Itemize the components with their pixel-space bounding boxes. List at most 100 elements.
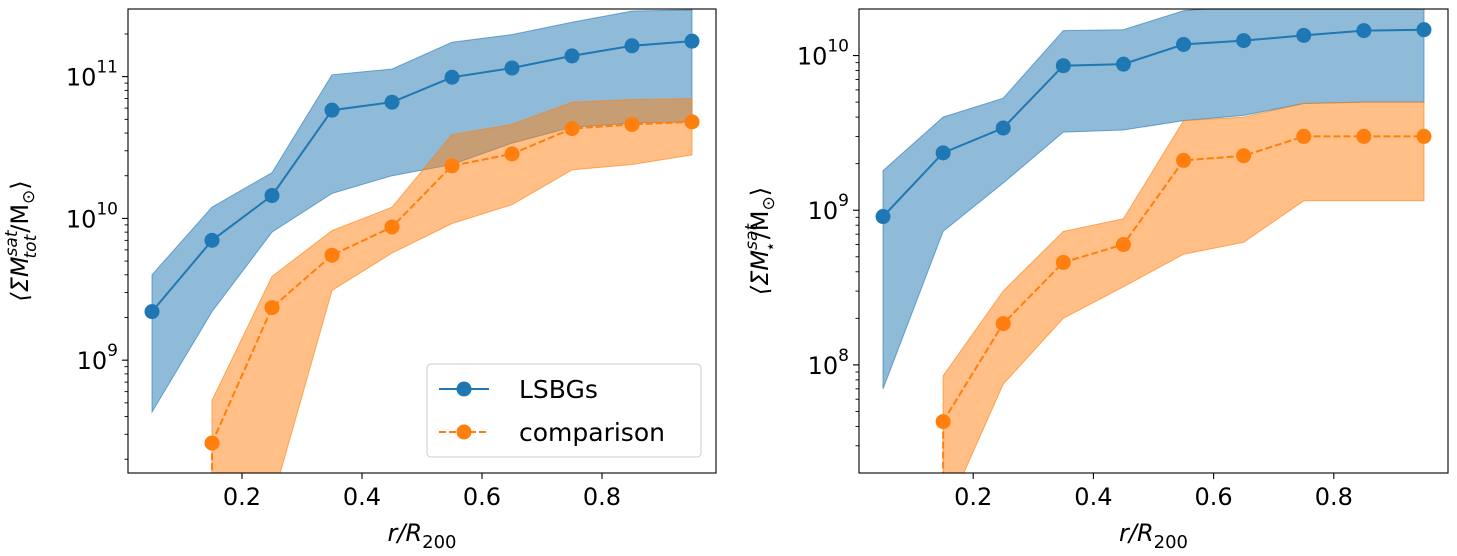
chart1-marker-lsbgs	[144, 304, 160, 320]
chart1-y-tick-label: 1011	[66, 58, 118, 92]
chart1-marker-comparison	[504, 146, 520, 162]
chart2-marker-comparison	[1296, 128, 1312, 144]
chart1-plot-area	[144, 9, 700, 473]
chart2-marker-lsbgs	[1296, 27, 1312, 43]
chart1-y-tick-label: 1010	[66, 199, 118, 233]
chart2-x-axis-label: r/R200	[1119, 519, 1188, 553]
chart1-marker-lsbgs	[504, 60, 520, 76]
chart2-y-label-end: ⟩	[746, 187, 774, 196]
chart1-marker-lsbgs	[204, 232, 220, 248]
chart2-x-tick-label: 0.2	[954, 483, 992, 511]
chart2-x-tick-label: 0.6	[1195, 483, 1233, 511]
chart2-y-label-open: ⟨ΣM	[746, 250, 774, 296]
chart2-marker-lsbgs	[1356, 23, 1372, 39]
chart1-marker-lsbgs	[624, 38, 640, 54]
chart2-y-tick-exp: 10	[827, 37, 849, 57]
chart2-y-tick-base: 10	[808, 197, 839, 225]
chart1-x-label-sub: 200	[422, 532, 456, 553]
chart1-marker-comparison	[264, 300, 280, 316]
chart1-y-tick-exp: 11	[96, 58, 118, 78]
chart1-y-label-sun: ⊙	[19, 190, 39, 204]
chart2-marker-lsbgs	[1176, 36, 1192, 52]
chart1-y-label-sub: tot	[21, 233, 41, 258]
chart1-x-tick-label: 0.6	[463, 483, 501, 511]
chart1-marker-comparison	[564, 121, 580, 137]
chart2-frame	[858, 8, 1449, 474]
chart1-marker-comparison	[444, 158, 460, 174]
chart2-marker-lsbgs	[935, 145, 951, 161]
chart1-marker-comparison	[324, 247, 340, 263]
chart1-x-tick-label: 0.4	[343, 483, 381, 511]
chart2-x-tick-label: 0.8	[1315, 483, 1353, 511]
chart1-band-comparison	[211, 98, 693, 473]
chart2-y-label-sun: ⊙	[759, 196, 779, 210]
chart2-y-tick-exp: 8	[838, 346, 849, 366]
chart2-marker-lsbgs	[1416, 22, 1432, 38]
chart1-y-tick-base: 10	[66, 205, 97, 233]
chart2-marker-lsbgs	[995, 120, 1011, 136]
chart2-y-label-sup: sat	[742, 223, 762, 250]
chart2-marker-lsbgs	[1236, 33, 1252, 49]
chart2-band-comparison	[942, 101, 1425, 473]
chart1-legend-marker-lsbgs	[456, 381, 472, 397]
chart1-y-label-close: /M	[6, 204, 34, 233]
chart1-marker-comparison	[384, 219, 400, 235]
chart1-legend-marker-comparison	[456, 424, 472, 440]
chart1-marker-lsbgs	[384, 94, 400, 110]
chart1-marker-lsbgs	[564, 48, 580, 64]
chart2-y-tick-base: 10	[808, 352, 839, 380]
chart2-marker-comparison	[1356, 128, 1372, 144]
chart1-y-tick-base: 10	[66, 64, 97, 92]
chart1-line-comparison	[211, 120, 693, 444]
chart1-marker-lsbgs	[684, 33, 700, 49]
chart2-marker-comparison	[1176, 152, 1192, 168]
chart2-y-label-sub: ⋆	[761, 241, 781, 252]
chart2-y-tick-label: 109	[808, 191, 849, 225]
chart2-y-tick-exp: 9	[838, 191, 849, 211]
chart1-y-tick-exp: 9	[107, 341, 118, 361]
chart1-marker-comparison	[684, 114, 700, 130]
chart1-marker-lsbgs	[264, 188, 280, 204]
chart2-line-lsbgs	[882, 28, 1425, 218]
chart2-marker-comparison	[1236, 148, 1252, 164]
chart2-y-tick-label: 108	[808, 346, 849, 380]
chart1-x-label-main: r/R	[388, 519, 423, 547]
chart1-legend-label-lsbgs: LSBGs	[519, 375, 598, 404]
chart1-marker-comparison	[204, 435, 220, 451]
chart2-y-label-close: /M	[746, 210, 774, 239]
chart1-x-axis-label: r/R200	[388, 519, 457, 553]
chart1-y-tick-base: 10	[77, 347, 108, 375]
chart1-marker-lsbgs	[444, 69, 460, 85]
chart1-y-label-end: ⟩	[6, 180, 34, 189]
chart2-x-label-main: r/R	[1119, 519, 1154, 547]
chart1-y-tick-exp: 10	[96, 199, 118, 219]
chart2-marker-comparison	[935, 414, 951, 430]
chart2-marker-comparison	[995, 316, 1011, 332]
chart1-line-lsbgs	[151, 40, 693, 313]
chart2-plot-area	[875, 9, 1432, 473]
chart1-x-tick-label: 0.8	[583, 483, 621, 511]
chart2-marker-comparison	[1115, 237, 1131, 253]
chart1-legend: LSBGs comparison	[426, 363, 702, 458]
chart2-marker-comparison	[1416, 128, 1432, 144]
chart1-y-tick-label: 109	[77, 341, 118, 375]
chart2-y-tick-base: 10	[797, 43, 828, 71]
chart2-marker-comparison	[1055, 254, 1071, 270]
chart1-y-label-sup: sat	[2, 229, 22, 256]
chart1-marker-comparison	[624, 116, 640, 132]
chart2-marker-lsbgs	[1055, 58, 1071, 74]
chart1-frame	[127, 8, 717, 474]
chart1-marker-lsbgs	[324, 102, 340, 118]
chart2-marker-lsbgs	[875, 209, 891, 225]
chart1-legend-label-comparison: comparison	[519, 418, 665, 447]
chart2-x-label-sub: 200	[1154, 532, 1188, 553]
chart2-x-tick-label: 0.4	[1074, 483, 1112, 511]
chart1-legend-box	[426, 363, 702, 458]
chart2-y-tick-label: 1010	[797, 37, 849, 71]
chart1-x-tick-label: 0.2	[223, 483, 261, 511]
chart2-y-axis-label: ⟨ΣMsat⋆ /M⊙⟩	[742, 187, 781, 295]
chart1-y-label-open: ⟨ΣM	[6, 256, 34, 302]
chart2-marker-lsbgs	[1115, 56, 1131, 72]
chart1-y-axis-label: ⟨ΣMsattot/M⊙⟩	[2, 180, 41, 301]
